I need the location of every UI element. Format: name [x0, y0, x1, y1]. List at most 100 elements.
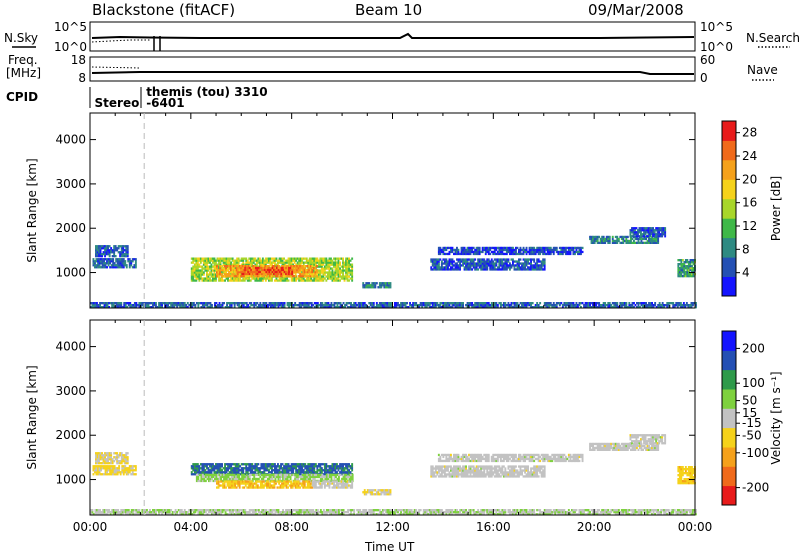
heatmap-cell	[443, 252, 446, 256]
heatmap-cell	[204, 479, 207, 483]
heatmap-cell	[258, 279, 261, 282]
heatmap-cell	[278, 277, 281, 280]
heatmap-cell	[294, 265, 297, 268]
heatmap-cell	[349, 263, 352, 266]
heatmap-cell	[119, 260, 122, 263]
heatmap-cell	[229, 265, 232, 268]
heatmap-cell	[348, 271, 350, 274]
heatmap-cell	[206, 259, 208, 262]
heatmap-cell	[655, 233, 658, 236]
heatmap-cell	[443, 262, 446, 265]
heatmap-cell	[112, 469, 115, 472]
heatmap-cell	[351, 467, 354, 470]
heatmap-cell	[228, 271, 230, 274]
heatmap-cell	[261, 261, 264, 264]
heatmap-cell	[496, 246, 499, 250]
heatmap-cell	[193, 265, 196, 268]
heatmap-cell	[279, 275, 282, 278]
heatmap-cell	[346, 463, 349, 466]
heatmap-cell	[144, 306, 147, 309]
heatmap-cell	[201, 471, 204, 474]
heatmap-cell	[607, 306, 610, 309]
heatmap-cell	[289, 265, 291, 268]
heatmap-cell	[183, 302, 186, 305]
heatmap-cell	[251, 261, 254, 264]
heatmap-cell	[147, 306, 150, 309]
heatmap-cell	[351, 257, 354, 260]
heatmap-cell	[109, 258, 112, 261]
heatmap-cell	[528, 252, 531, 256]
heatmap-cell	[121, 262, 124, 265]
heatmap-cell	[107, 462, 109, 465]
heatmap-cell	[236, 471, 239, 474]
heatmap-cell	[112, 264, 115, 267]
heatmap-cell	[232, 475, 235, 479]
heatmap-cell	[317, 263, 320, 266]
heatmap-cell	[533, 268, 536, 271]
heatmap-cell	[287, 257, 290, 260]
heatmap-cell	[269, 277, 272, 280]
heatmap-cell	[571, 306, 573, 309]
heatmap-cell	[242, 261, 245, 264]
freq-panel: Freq. [MHz] 18 8 60 0 Nave	[6, 53, 778, 85]
heatmap-cell	[211, 475, 213, 479]
heatmap-cell	[433, 304, 436, 307]
heatmap-cell	[258, 265, 261, 268]
heatmap-cell	[102, 460, 105, 463]
heatmap-cell	[492, 266, 495, 269]
heatmap-cell	[105, 458, 108, 461]
heatmap-cell	[212, 269, 214, 272]
heatmap-cell	[566, 302, 569, 305]
heatmap-cell	[447, 262, 449, 265]
heatmap-cell	[301, 471, 304, 474]
heatmap-cell	[209, 477, 212, 481]
heatmap-cell	[676, 302, 679, 305]
heatmap-cell	[443, 304, 446, 307]
heatmap-cell	[322, 475, 325, 479]
heatmap-cell	[642, 306, 644, 309]
heatmap-cell	[207, 467, 210, 470]
heatmap-cell	[475, 306, 478, 309]
heatmap-cell	[225, 275, 227, 278]
heatmap-cell	[213, 261, 216, 264]
heatmap-cell	[239, 477, 242, 481]
heatmap-cell	[230, 467, 233, 470]
heatmap-cell	[462, 304, 464, 307]
heatmap-cell	[328, 277, 331, 280]
heatmap-cell	[622, 304, 625, 307]
heatmap-cell	[251, 467, 254, 470]
heatmap-cell	[453, 248, 455, 252]
heatmap-cell	[501, 252, 504, 256]
heatmap-cell	[622, 237, 625, 241]
heatmap-cell	[96, 456, 99, 459]
heatmap-cell	[161, 302, 163, 305]
heatmap-cell	[225, 273, 227, 276]
heatmap-cell	[334, 465, 337, 468]
heatmap-cell	[280, 465, 282, 468]
heatmap-cell	[522, 304, 525, 307]
heatmap-cell	[418, 304, 421, 307]
heatmap-cell	[636, 302, 638, 305]
heatmap-cell	[350, 475, 352, 479]
heatmap-cell	[628, 306, 631, 309]
heatmap-cell	[480, 264, 483, 267]
heatmap-cell	[312, 275, 315, 278]
heatmap-cell	[298, 306, 301, 309]
heatmap-cell	[328, 275, 331, 278]
heatmap-cell	[233, 304, 236, 307]
heatmap-cell	[316, 465, 319, 468]
heatmap-cell	[108, 302, 111, 305]
heatmap-cell	[219, 273, 221, 276]
heatmap-cell	[124, 260, 127, 263]
heatmap-cell	[289, 467, 291, 470]
heatmap-cell	[540, 260, 543, 263]
heatmap-cell	[222, 279, 225, 282]
heatmap-cell	[428, 306, 431, 309]
heatmap-cell	[280, 306, 283, 309]
heatmap-cell	[226, 273, 229, 276]
heatmap-cell	[313, 465, 316, 468]
heatmap-cell	[292, 263, 295, 266]
heatmap-cell	[319, 302, 322, 305]
freq-tick-high: 18	[71, 53, 86, 67]
heatmap-cell	[246, 467, 249, 470]
